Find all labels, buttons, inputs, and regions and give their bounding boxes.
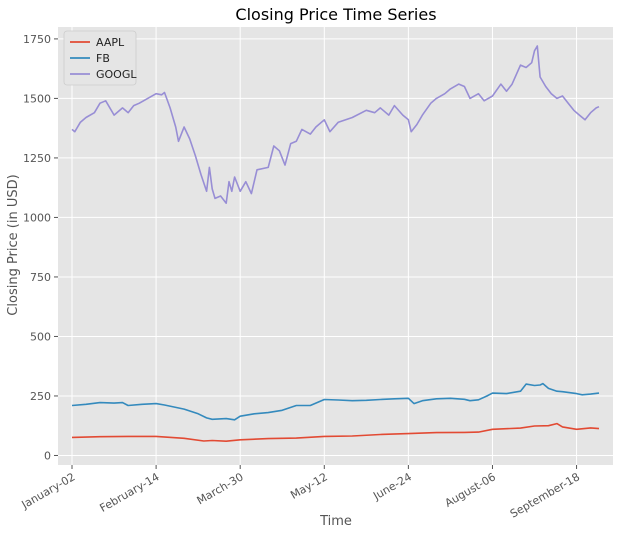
legend-box (63, 30, 137, 86)
grid (58, 27, 613, 465)
y-axis-label: Closing Price (in USD) (6, 174, 21, 315)
series-layer (71, 45, 600, 443)
series-line-aapl (71, 422, 600, 443)
y-tick-label: 1500 (23, 92, 51, 105)
series-line-fb (71, 382, 600, 421)
legend-label-fb: FB (96, 52, 110, 65)
y-tick-label: 250 (30, 390, 51, 403)
y-tick-label: 1250 (23, 152, 51, 165)
y-tick-label: 1750 (23, 33, 51, 46)
legend-label-aapl: AAPL (96, 36, 125, 49)
y-tick-label: 750 (30, 271, 51, 284)
chart-title: Closing Price Time Series (235, 5, 436, 24)
y-tick-label: 1000 (23, 211, 51, 224)
legend-label-googl: GOOGL (96, 68, 137, 81)
y-tick-label: 500 (30, 330, 51, 343)
y-axis-ticks: 0 250 500 750 1000 1250 1500 1750 (23, 33, 58, 462)
x-axis-label: Time (319, 514, 352, 529)
y-tick-label: 0 (44, 449, 51, 462)
series-line-googl (71, 45, 600, 204)
legend: AAPL FB GOOGL (63, 30, 137, 86)
